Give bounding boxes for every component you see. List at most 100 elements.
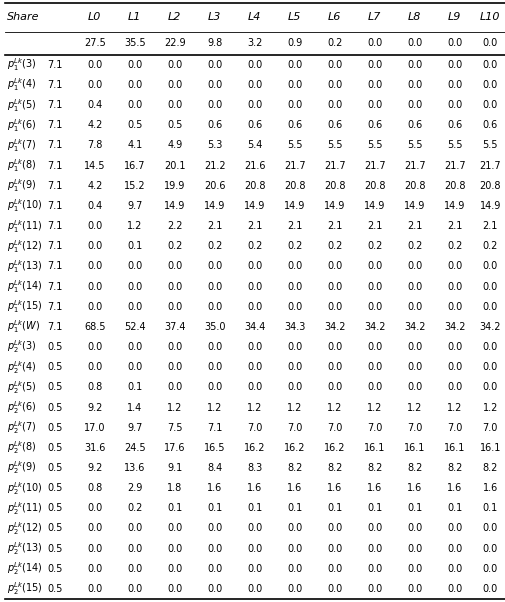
Text: 0.0: 0.0 — [326, 342, 342, 352]
Text: 0.0: 0.0 — [482, 100, 497, 110]
Text: 0.0: 0.0 — [286, 302, 302, 312]
Text: 0.0: 0.0 — [207, 563, 222, 574]
Text: L9: L9 — [447, 13, 461, 22]
Text: 0.1: 0.1 — [366, 503, 382, 514]
Text: 68.5: 68.5 — [84, 322, 106, 332]
Text: 0.0: 0.0 — [207, 100, 222, 110]
Text: 0.0: 0.0 — [366, 60, 382, 70]
Text: 0.0: 0.0 — [246, 100, 262, 110]
Text: 0.0: 0.0 — [406, 544, 422, 554]
Text: 19.9: 19.9 — [164, 181, 185, 191]
Text: 0.0: 0.0 — [482, 584, 497, 594]
Text: L3: L3 — [208, 13, 221, 22]
Text: L2: L2 — [168, 13, 181, 22]
Text: 4.2: 4.2 — [87, 181, 103, 191]
Text: 7.1: 7.1 — [47, 261, 63, 272]
Text: $p_{2}^{Lk}(8)$: $p_{2}^{Lk}(8)$ — [7, 439, 37, 456]
Text: 2.1: 2.1 — [446, 221, 462, 231]
Text: 0.0: 0.0 — [482, 39, 497, 48]
Text: 9.7: 9.7 — [127, 423, 142, 433]
Text: 0.0: 0.0 — [207, 282, 222, 291]
Text: 16.7: 16.7 — [124, 161, 145, 170]
Text: $p_{1}^{Lk}(10)$: $p_{1}^{Lk}(10)$ — [7, 197, 43, 214]
Text: 0.5: 0.5 — [47, 463, 63, 473]
Text: 0.0: 0.0 — [366, 302, 382, 312]
Text: 0.5: 0.5 — [167, 120, 182, 130]
Text: 0.1: 0.1 — [286, 503, 302, 514]
Text: 0.0: 0.0 — [326, 60, 342, 70]
Text: 0.0: 0.0 — [286, 342, 302, 352]
Text: 0.0: 0.0 — [207, 362, 222, 372]
Text: 0.5: 0.5 — [47, 544, 63, 554]
Text: 21.6: 21.6 — [243, 161, 265, 170]
Text: 0.0: 0.0 — [406, 80, 422, 90]
Text: 0.0: 0.0 — [207, 524, 222, 533]
Text: 0.0: 0.0 — [286, 60, 302, 70]
Text: 0.0: 0.0 — [246, 342, 262, 352]
Text: $p_{2}^{Lk}(4)$: $p_{2}^{Lk}(4)$ — [7, 359, 37, 376]
Text: 0.2: 0.2 — [326, 39, 342, 48]
Text: 1.2: 1.2 — [246, 403, 262, 412]
Text: 0.0: 0.0 — [326, 382, 342, 393]
Text: 0.0: 0.0 — [286, 524, 302, 533]
Text: 21.7: 21.7 — [403, 161, 425, 170]
Text: 34.2: 34.2 — [443, 322, 465, 332]
Text: 0.6: 0.6 — [326, 120, 342, 130]
Text: 0.1: 0.1 — [127, 382, 142, 393]
Text: 0.0: 0.0 — [482, 282, 497, 291]
Text: 0.4: 0.4 — [87, 201, 103, 211]
Text: 34.2: 34.2 — [363, 322, 385, 332]
Text: 0.0: 0.0 — [127, 80, 142, 90]
Text: 1.2: 1.2 — [326, 403, 342, 412]
Text: 2.1: 2.1 — [246, 221, 262, 231]
Text: 16.1: 16.1 — [479, 443, 500, 453]
Text: 0.0: 0.0 — [406, 584, 422, 594]
Text: 0.2: 0.2 — [326, 241, 342, 251]
Text: Share: Share — [7, 13, 39, 22]
Text: 27.5: 27.5 — [84, 39, 106, 48]
Text: 7.0: 7.0 — [286, 423, 302, 433]
Text: 0.5: 0.5 — [47, 362, 63, 372]
Text: L4: L4 — [247, 13, 261, 22]
Text: $p_{1}^{Lk}(6)$: $p_{1}^{Lk}(6)$ — [7, 117, 37, 134]
Text: 21.7: 21.7 — [283, 161, 305, 170]
Text: 8.2: 8.2 — [446, 463, 462, 473]
Text: 14.9: 14.9 — [403, 201, 425, 211]
Text: $p_{2}^{Lk}(9)$: $p_{2}^{Lk}(9)$ — [7, 459, 37, 476]
Text: 9.7: 9.7 — [127, 201, 142, 211]
Text: 0.0: 0.0 — [406, 302, 422, 312]
Text: 0.4: 0.4 — [87, 100, 103, 110]
Text: 1.6: 1.6 — [482, 483, 497, 493]
Text: 0.0: 0.0 — [326, 302, 342, 312]
Text: 0.0: 0.0 — [127, 362, 142, 372]
Text: L5: L5 — [287, 13, 301, 22]
Text: 0.0: 0.0 — [246, 80, 262, 90]
Text: 0.1: 0.1 — [246, 503, 262, 514]
Text: 8.2: 8.2 — [326, 463, 342, 473]
Text: 0.0: 0.0 — [446, 382, 462, 393]
Text: 0.0: 0.0 — [207, 584, 222, 594]
Text: 14.9: 14.9 — [323, 201, 345, 211]
Text: 0.0: 0.0 — [87, 584, 103, 594]
Text: 0.0: 0.0 — [326, 80, 342, 90]
Text: 0.1: 0.1 — [406, 503, 422, 514]
Text: 0.0: 0.0 — [207, 80, 222, 90]
Text: 5.5: 5.5 — [482, 140, 497, 150]
Text: 20.1: 20.1 — [164, 161, 185, 170]
Text: 0.2: 0.2 — [246, 241, 262, 251]
Text: 0.6: 0.6 — [482, 120, 497, 130]
Text: 2.1: 2.1 — [406, 221, 422, 231]
Text: 0.0: 0.0 — [366, 524, 382, 533]
Text: 0.5: 0.5 — [47, 403, 63, 412]
Text: 0.5: 0.5 — [47, 524, 63, 533]
Text: 0.2: 0.2 — [482, 241, 497, 251]
Text: 0.0: 0.0 — [366, 382, 382, 393]
Text: L0: L0 — [88, 13, 102, 22]
Text: $p_{1}^{Lk}(9)$: $p_{1}^{Lk}(9)$ — [7, 178, 37, 194]
Text: $p_{1}^{Lk}(15)$: $p_{1}^{Lk}(15)$ — [7, 299, 43, 315]
Text: 0.0: 0.0 — [326, 563, 342, 574]
Text: 0.0: 0.0 — [406, 261, 422, 272]
Text: 5.4: 5.4 — [246, 140, 262, 150]
Text: 7.1: 7.1 — [207, 423, 222, 433]
Text: 0.0: 0.0 — [446, 282, 462, 291]
